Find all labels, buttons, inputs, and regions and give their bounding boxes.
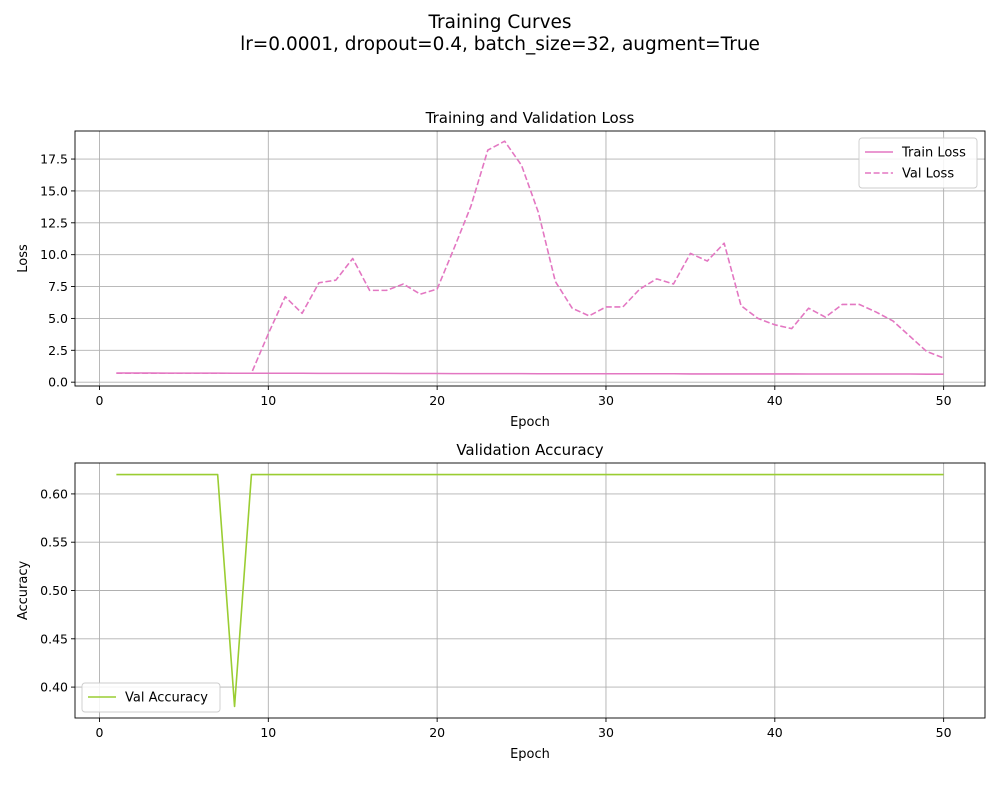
x-tick-label: 40 (767, 725, 783, 740)
y-tick-label: 0.0 (48, 375, 68, 390)
x-tick-label: 0 (96, 393, 104, 408)
x-tick-label: 50 (936, 393, 952, 408)
legend-box (81, 682, 221, 713)
legend-label: Train Loss (901, 146, 966, 161)
y-axis-label: Accuracy (16, 561, 31, 621)
y-tick-label: 12.5 (40, 215, 68, 230)
x-tick-label: 30 (598, 725, 614, 740)
legend-label: Val Loss (902, 167, 954, 182)
legend-label: Val Accuracy (125, 691, 208, 706)
x-tick-label: 20 (429, 393, 445, 408)
y-tick-label: 10.0 (40, 247, 68, 262)
x-axis-label: Epoch (510, 415, 550, 430)
x-tick-label: 20 (429, 725, 445, 740)
y-tick-label: 2.5 (48, 343, 68, 358)
y-tick-label: 5.0 (48, 311, 68, 326)
chart-2: 0 10 20 30 40 50 0.40 0.45 0.50 0.55 0.60 Validatio… (16, 441, 986, 762)
y-tick-label: 0.50 (40, 583, 68, 598)
x-tick-label: 0 (96, 725, 104, 740)
x-tick-label: 50 (936, 725, 952, 740)
y-tick-label: 0.40 (40, 680, 68, 695)
legend: Val Accuracy (81, 682, 221, 713)
y-tick-label: 7.5 (48, 279, 68, 294)
figure-title-line-2: lr=0.0001, dropout=0.4, batch_size=32, a… (240, 34, 760, 55)
x-tick-label: 10 (260, 393, 276, 408)
chart-title: Training and Validation Loss (425, 109, 635, 127)
series-line-val-loss (116, 140, 944, 375)
axes-frame (74, 130, 986, 387)
y-axis-label: Loss (16, 244, 31, 273)
legend-box (858, 137, 978, 189)
figure-title: Training Curves lr=0.0001, dropout=0.4, … (0, 12, 1000, 56)
y-tick-label: 0.55 (40, 535, 68, 550)
chart-1: 0 10 20 30 40 50 0.0 2.5 5.0 7.5 10.0 12.5 15.0 17.5 T… (16, 109, 986, 430)
figure-title-line-1: Training Curves (428, 12, 572, 33)
y-tick-label: 0.45 (40, 631, 68, 646)
legend: Train Loss Val Loss (858, 137, 978, 189)
y-tick-label: 15.0 (40, 183, 68, 198)
x-tick-label: 10 (260, 725, 276, 740)
x-tick-label: 30 (598, 393, 614, 408)
y-tick-label: 0.60 (40, 486, 68, 501)
x-axis-label: Epoch (510, 747, 550, 762)
x-tick-label: 40 (767, 393, 783, 408)
series-line-train-loss (116, 372, 944, 375)
y-tick-label: 17.5 (40, 152, 68, 167)
chart-title: Validation Accuracy (456, 441, 603, 459)
series-line-val-accuracy (116, 473, 944, 708)
